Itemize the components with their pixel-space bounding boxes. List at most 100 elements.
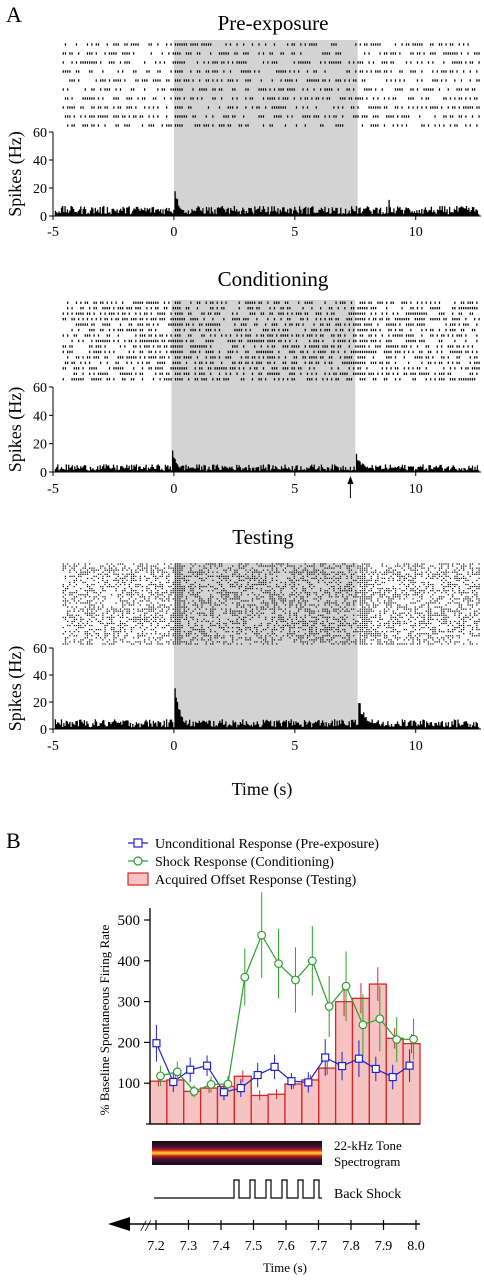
series-line	[160, 933, 414, 1093]
tone-spectrogram	[152, 1141, 322, 1165]
legend-unconditional: Unconditional Response (Pre-exposure)	[155, 837, 379, 852]
bar-acquired-offset	[402, 1042, 421, 1125]
raster-plot	[62, 40, 480, 216]
point-shock	[189, 1086, 199, 1096]
point-shock	[341, 981, 351, 991]
point-shock	[375, 1014, 385, 1024]
time-tick-label: 7.7	[310, 1239, 328, 1254]
x-tick-label: 5	[291, 225, 298, 240]
y-tick-label: 20	[33, 182, 47, 197]
point-shock	[206, 1080, 216, 1089]
panel-b-ylabel: % Baseline Spontaneous Firing Rate	[97, 924, 112, 1115]
time-tick-label: 7.3	[180, 1239, 198, 1254]
panel-b-xlabel: Time (s)	[263, 1260, 307, 1275]
bar-acquired-offset	[149, 1080, 168, 1125]
y-tick-label: 0	[40, 210, 47, 225]
point-shock	[324, 1002, 334, 1011]
x-tick-label: -5	[47, 482, 59, 497]
back-shock-trace	[154, 1179, 322, 1199]
time-tick-label: 7.4	[212, 1239, 230, 1254]
up-arrow-icon	[347, 476, 354, 484]
panel-b-plot: 100 200 300 400 500	[118, 892, 421, 1125]
y-tick-label: 0	[40, 466, 47, 481]
point-unconditional	[186, 1065, 195, 1074]
y-tick-label: 40	[33, 409, 47, 424]
raster-plot	[62, 300, 480, 472]
point-unconditional	[321, 1053, 330, 1062]
y-axis-label: Spikes (Hz)	[5, 646, 26, 731]
y-tick-label: 60	[33, 642, 47, 657]
legend-shock: Shock Response (Conditioning)	[155, 855, 334, 870]
legend-circle-marker	[133, 856, 143, 866]
legend: Unconditional Response (Pre-exposure) Sh…	[127, 837, 379, 888]
point-shock	[291, 975, 300, 985]
time-tick-label: 7.2	[147, 1239, 165, 1254]
y-tick-label: 400	[118, 954, 141, 970]
time-tick-label: 7.6	[277, 1239, 295, 1254]
time-tick-label: 7.8	[342, 1239, 360, 1254]
y-tick-label: 20	[33, 696, 47, 711]
series-line	[155, 1042, 410, 1093]
y-tick-label: 40	[33, 669, 47, 684]
point-unconditional	[152, 1039, 161, 1048]
x-tick-label: -5	[47, 225, 59, 240]
point-unconditional	[388, 1072, 397, 1082]
point-shock	[156, 1071, 165, 1081]
x-tick-label: 0	[170, 225, 177, 240]
raster-plot	[62, 563, 480, 729]
psth-title-cond: Conditioning	[218, 267, 329, 291]
point-shock	[223, 1079, 233, 1089]
point-unconditional	[169, 1077, 178, 1087]
y-tick-label: 60	[33, 381, 47, 396]
y-tick-label: 100	[118, 1076, 141, 1092]
psth-title-test: Testing	[232, 525, 294, 549]
x-tick-label: 10	[409, 482, 423, 497]
point-shock	[240, 972, 250, 982]
panel-b-label: B	[6, 828, 21, 853]
point-unconditional	[236, 1083, 245, 1093]
tone-shading	[173, 563, 358, 729]
bar-acquired-offset	[301, 1079, 320, 1125]
y-tick-label: 20	[33, 438, 47, 453]
bar-acquired-offset	[318, 1067, 337, 1125]
y-axis-label: Spikes (Hz)	[5, 387, 26, 472]
bottom-time-axis: // 7.2 7.3 7.4 7.5 7.6 7.7 7.8 7.9 8.0 Time (s)	[108, 1217, 425, 1275]
point-unconditional	[371, 1064, 380, 1074]
tone-shading	[173, 40, 358, 216]
x-tick-label: 5	[291, 739, 298, 754]
x-tick-label: 0	[170, 739, 177, 754]
y-tick-label: 60	[33, 126, 47, 141]
point-unconditional	[219, 1088, 229, 1097]
point-unconditional	[270, 1062, 279, 1071]
tone-label-line1: 22-kHz Tone	[334, 1138, 402, 1153]
x-tick-label: -5	[47, 739, 59, 754]
left-arrow-icon	[108, 1217, 130, 1231]
point-unconditional	[202, 1061, 212, 1070]
histogram-bars	[54, 688, 480, 729]
y-tick-label: 300	[118, 995, 141, 1011]
point-unconditional	[287, 1077, 296, 1086]
y-axis-label: Spikes (Hz)	[5, 131, 26, 216]
tone-label-line2: Spectrogram	[334, 1154, 400, 1169]
legend-acquired: Acquired Offset Response (Testing)	[155, 873, 357, 888]
point-unconditional	[405, 1061, 414, 1070]
point-shock	[172, 1067, 182, 1077]
histogram-bars	[54, 191, 480, 216]
bar-acquired-offset	[284, 1083, 303, 1125]
y-tick-label: 200	[118, 1035, 141, 1051]
y-tick-label: 0	[40, 723, 47, 738]
point-shock	[358, 1020, 368, 1030]
point-unconditional	[253, 1070, 262, 1080]
time-tick-label: 8.0	[407, 1239, 425, 1254]
point-shock	[409, 1034, 418, 1044]
histogram-bars	[54, 450, 480, 472]
bar-acquired-offset	[368, 983, 387, 1125]
point-unconditional	[304, 1078, 313, 1087]
point-unconditional	[337, 1061, 347, 1071]
y-tick-label: 500	[118, 913, 141, 929]
point-unconditional	[354, 1054, 364, 1063]
